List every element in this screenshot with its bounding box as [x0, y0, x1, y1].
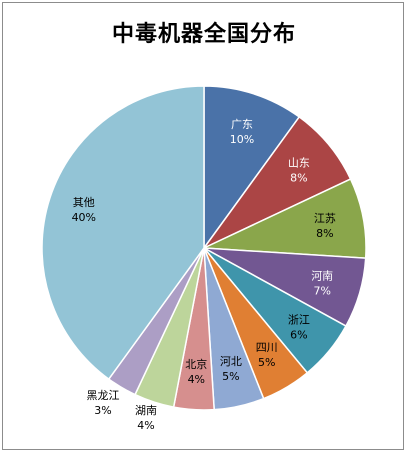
slice-label-4: 浙江 — [288, 314, 310, 327]
slice-label-9: 黑龙江 — [87, 389, 120, 402]
slice-label-0: 广东 — [231, 118, 253, 131]
slice-label-1: 山东 — [288, 157, 310, 170]
chart-title: 中毒机器全国分布 — [111, 22, 296, 47]
pie-slice-0 — [203, 85, 301, 251]
slice-label-10: 其他 — [73, 196, 95, 209]
slice-label-3: 河南 — [311, 269, 333, 282]
slice-label-6: 河北 — [220, 355, 242, 368]
slice-value-10: 40% — [72, 211, 96, 224]
slice-value-8: 4% — [137, 419, 154, 432]
slice-label-8: 湖南 — [135, 404, 157, 417]
slice-value-9: 3% — [94, 404, 111, 417]
slice-value-4: 6% — [290, 329, 307, 342]
slice-value-2: 8% — [316, 227, 333, 240]
slice-value-5: 5% — [258, 356, 275, 369]
slice-label-7: 北京 — [185, 357, 207, 371]
slice-label-2: 江苏 — [314, 212, 336, 225]
pie-slice-10 — [41, 85, 205, 381]
slice-label-5: 四川 — [256, 341, 278, 354]
slice-value-6: 5% — [222, 370, 239, 383]
slice-value-0: 10% — [230, 133, 254, 146]
slice-value-1: 8% — [290, 172, 307, 185]
slice-value-3: 7% — [313, 284, 330, 297]
slice-value-7: 4% — [188, 373, 205, 386]
